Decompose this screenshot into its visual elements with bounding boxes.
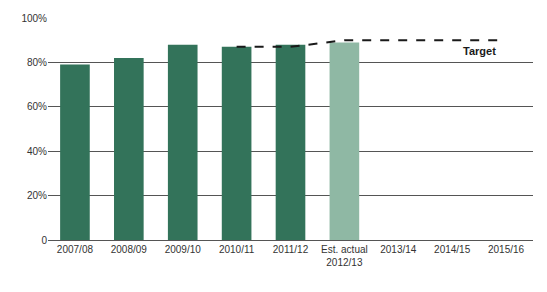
svg-text:Est. actual2012/13: Est. actual2012/13 — [321, 244, 368, 268]
svg-text:40%: 40% — [27, 146, 47, 157]
svg-text:2014/15: 2014/15 — [434, 244, 471, 255]
svg-text:20%: 20% — [27, 190, 47, 201]
svg-text:0: 0 — [41, 235, 47, 246]
svg-text:80%: 80% — [27, 57, 47, 68]
svg-text:2011/12: 2011/12 — [273, 244, 309, 255]
svg-text:100%: 100% — [21, 13, 47, 24]
svg-text:2009/10: 2009/10 — [165, 244, 202, 255]
svg-text:2007/08: 2007/08 — [57, 244, 94, 255]
svg-text:2013/14: 2013/14 — [380, 244, 417, 255]
svg-text:2008/09: 2008/09 — [111, 244, 148, 255]
svg-text:2015/16: 2015/16 — [488, 244, 525, 255]
svg-text:60%: 60% — [27, 101, 47, 112]
svg-text:2010/11: 2010/11 — [219, 244, 255, 255]
svg-text:Target: Target — [463, 45, 496, 57]
